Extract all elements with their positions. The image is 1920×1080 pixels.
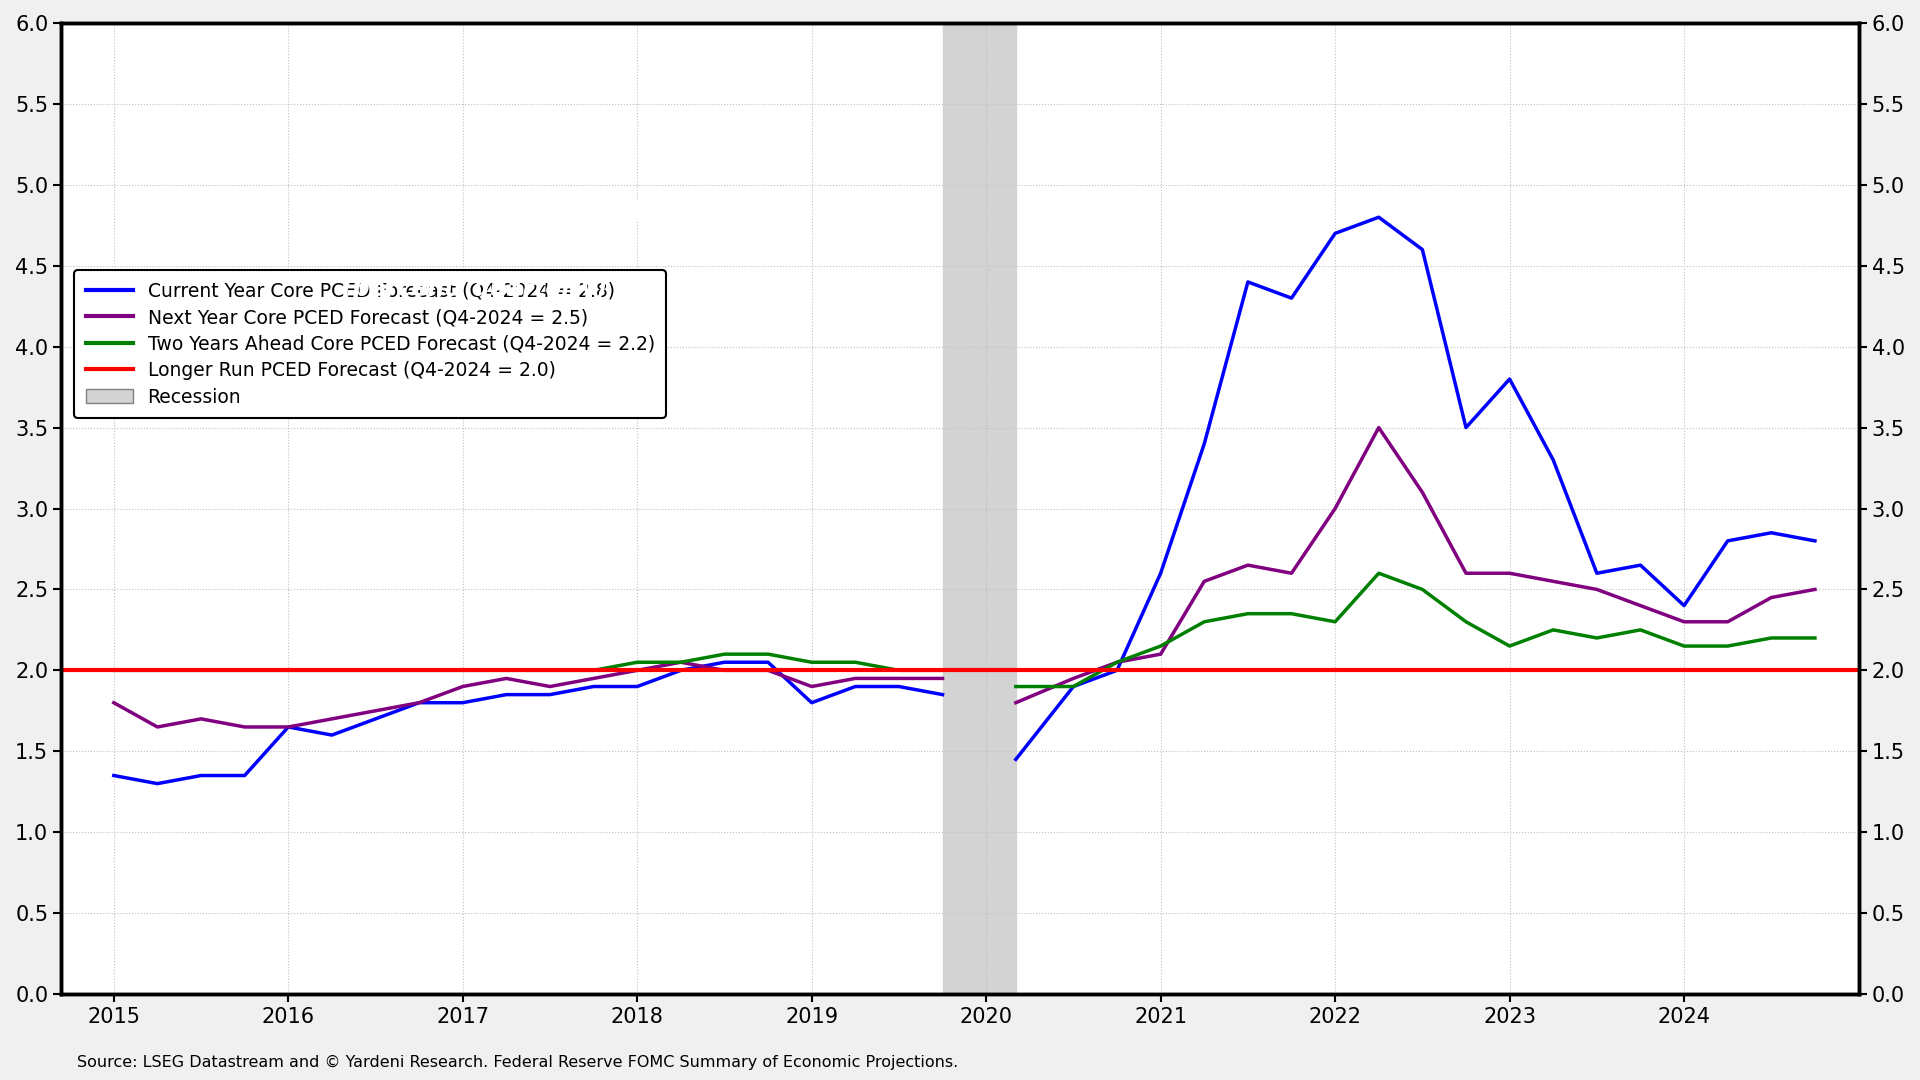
- Text: Source: LSEG Datastream and © Yardeni Research. Federal Reserve FOMC Summary of : Source: LSEG Datastream and © Yardeni Re…: [77, 1055, 958, 1070]
- Bar: [943, 23, 1016, 994]
- Text: FOMC PCED MEDIAN YEAREND PROJECTION: FOMC PCED MEDIAN YEAREND PROJECTION: [156, 201, 795, 227]
- Legend: Current Year Core PCED Forecast (Q4-2024 = 2.8), Next Year Core PCED Forecast (Q: Current Year Core PCED Forecast (Q4-2024…: [75, 270, 666, 418]
- Text: (percent, quarterly): (percent, quarterly): [342, 276, 607, 300]
